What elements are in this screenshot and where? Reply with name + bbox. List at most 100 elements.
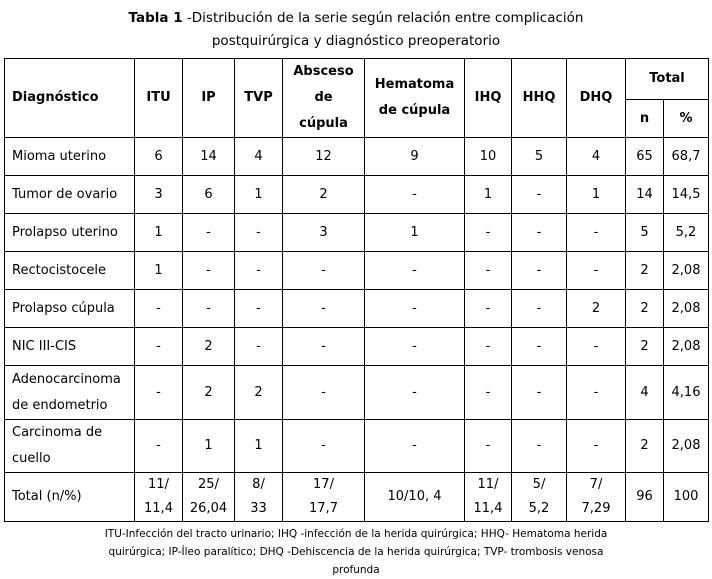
row-label: Adenocarcinoma de endometrio [4, 365, 135, 420]
cell-tvp: 2 [234, 365, 283, 420]
cell-hhq: - [511, 289, 567, 328]
col-header-itu: ITU [134, 58, 183, 138]
cell-absceso: - [282, 419, 365, 473]
cell-dhq: - [566, 213, 626, 252]
row-label: Total (n/%) [4, 472, 135, 522]
col-header-hematoma-cupula: Hematoma de cúpula [364, 58, 465, 138]
cell-ihq: 1 [464, 175, 512, 214]
cell-ihq: - [464, 419, 512, 473]
cell-hematoma: - [364, 419, 465, 473]
col-header-ihq: IHQ [464, 58, 512, 138]
cell-n: 5 [625, 213, 664, 252]
cell-ihq: 10 [464, 137, 512, 176]
cell-tvp: - [234, 289, 283, 328]
cell-ip: 2 [182, 327, 235, 366]
cell-ihq: - [464, 213, 512, 252]
cell-absceso: - [282, 251, 365, 290]
header-row: Diagnóstico ITU IP TVP Absceso de cúpula… [4, 58, 710, 138]
cell-tvp: 1 [234, 175, 283, 214]
table-title-line1: Tabla 1 -Distribución de la serie según … [0, 7, 712, 30]
row-label: NIC III-CIS [4, 327, 135, 366]
row-label: Prolapso cúpula [4, 289, 135, 328]
cell-tvp: 1 [234, 419, 283, 473]
cell-itu: - [134, 419, 183, 473]
table-number: Tabla 1 [128, 10, 183, 26]
cell-dhq: - [566, 327, 626, 366]
col-header-tvp: TVP [234, 58, 283, 138]
cell-ihq: - [464, 365, 512, 420]
cell-hematoma: - [364, 327, 465, 366]
complications-table: Diagnóstico ITU IP TVP Absceso de cúpula… [4, 58, 710, 522]
col-header-dhq: DHQ [566, 58, 626, 138]
cell-percent: 2,08 [662, 251, 710, 290]
cell-hhq: - [511, 365, 567, 420]
table-title-text: -Distribución de la serie según relación… [182, 10, 584, 26]
cell-percent: 2,08 [662, 289, 710, 328]
table-row-mioma-uterino: Mioma uterino 6 14 4 12 9 10 5 4 65 68,7 [4, 137, 710, 176]
cell-absceso: - [282, 327, 365, 366]
cell-itu: 1 [134, 213, 183, 252]
cell-itu: - [134, 327, 183, 366]
table-row-carcinoma-cuello: Carcinoma de cuello - 1 1 - - - - - 2 2,… [4, 419, 710, 473]
col-header-diagnostico: Diagnóstico [4, 58, 135, 138]
cell-hematoma: - [364, 365, 465, 420]
cell-dhq: 1 [566, 175, 626, 214]
cell-hhq: 5 [511, 137, 567, 176]
cell-dhq: 4 [566, 137, 626, 176]
table-title: Tabla 1 -Distribución de la serie según … [0, 7, 712, 53]
cell-hhq: - [511, 419, 567, 473]
row-label: Mioma uterino [4, 137, 135, 176]
col-header-n: n [625, 99, 664, 138]
cell-tvp: - [234, 213, 283, 252]
cell-ip: 1 [182, 419, 235, 473]
cell-n: 14 [625, 175, 664, 214]
cell-n: 4 [625, 365, 664, 420]
table-row-prolapso-cupula: Prolapso cúpula - - - - - - - 2 2 2,08 [4, 289, 710, 328]
cell-n: 2 [625, 327, 664, 366]
cell-ip: 6 [182, 175, 235, 214]
cell-hematoma: 10/10, 4 [364, 472, 465, 522]
table-row-nic-iii-cis: NIC III-CIS - 2 - - - - - - 2 2,08 [4, 327, 710, 366]
cell-hematoma: 9 [364, 137, 465, 176]
col-header-absceso-cupula: Absceso de cúpula [282, 58, 365, 138]
cell-n: 2 [625, 289, 664, 328]
cell-ip: - [182, 289, 235, 328]
cell-tvp: 8/ 33 [234, 472, 283, 522]
col-header-percent: % [662, 99, 710, 138]
cell-n: 96 [625, 472, 664, 522]
cell-itu: 11/ 11,4 [134, 472, 183, 522]
cell-itu: - [134, 365, 183, 420]
cell-absceso: 12 [282, 137, 365, 176]
cell-absceso: 2 [282, 175, 365, 214]
cell-dhq: 7/ 7,29 [566, 472, 626, 522]
row-label: Prolapso uterino [4, 213, 135, 252]
cell-percent: 68,7 [662, 137, 710, 176]
cell-hhq: 5/ 5,2 [511, 472, 567, 522]
cell-percent: 2,08 [662, 419, 710, 473]
table-row-tumor-de-ovario: Tumor de ovario 3 6 1 2 - 1 - 1 14 14,5 [4, 175, 710, 214]
table-row-prolapso-uterino: Prolapso uterino 1 - - 3 1 - - - 5 5,2 [4, 213, 710, 252]
cell-ihq: - [464, 327, 512, 366]
cell-dhq: - [566, 365, 626, 420]
cell-ihq: 11/ 11,4 [464, 472, 512, 522]
cell-dhq: - [566, 419, 626, 473]
table-row-rectocistocele: Rectocistocele 1 - - - - - - - 2 2,08 [4, 251, 710, 290]
cell-ip: - [182, 213, 235, 252]
cell-percent: 5,2 [662, 213, 710, 252]
cell-ihq: - [464, 289, 512, 328]
cell-absceso: 3 [282, 213, 365, 252]
cell-percent: 14,5 [662, 175, 710, 214]
cell-ip: 14 [182, 137, 235, 176]
cell-percent: 100 [662, 472, 710, 522]
cell-hematoma: 1 [364, 213, 465, 252]
cell-itu: 1 [134, 251, 183, 290]
cell-dhq: 2 [566, 289, 626, 328]
cell-ip: 2 [182, 365, 235, 420]
table-footnote: ITU-Infección del tracto urinario; IHQ -… [104, 528, 608, 576]
cell-ip: 25/ 26,04 [182, 472, 235, 522]
cell-ihq: - [464, 251, 512, 290]
cell-n: 2 [625, 419, 664, 473]
cell-tvp: - [234, 251, 283, 290]
row-label: Carcinoma de cuello [4, 419, 135, 473]
cell-tvp: 4 [234, 137, 283, 176]
